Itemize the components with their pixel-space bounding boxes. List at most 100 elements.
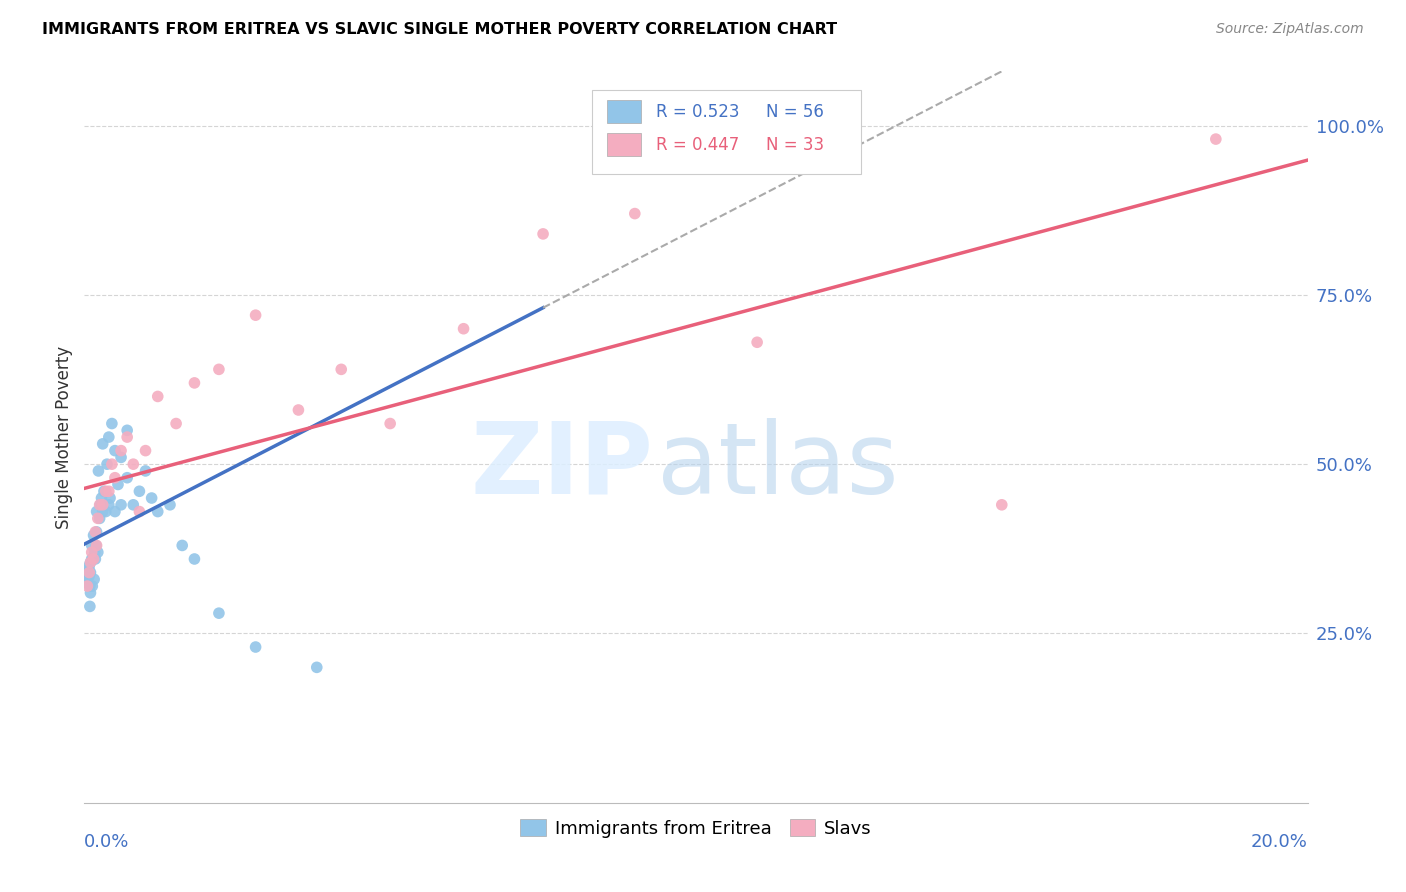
Text: 20.0%: 20.0% [1251,833,1308,851]
Point [83,572,105,586]
Point [84,524,107,539]
Point [146,505,169,519]
Point [79,579,101,593]
FancyBboxPatch shape [606,133,641,156]
Point [79,555,101,569]
Point [91,498,114,512]
Point [86,538,108,552]
Point [208,362,231,376]
Point [115,471,138,485]
Text: N = 56: N = 56 [766,103,824,120]
Text: N = 33: N = 33 [766,136,824,153]
Point [172,538,194,552]
Point [141,491,163,505]
Point [104,505,127,519]
Text: atlas: atlas [657,417,898,515]
Point [110,498,132,512]
Point [453,322,475,336]
Point [94,484,117,499]
Text: 0.0%: 0.0% [84,833,129,851]
Point [747,335,769,350]
Point [97,498,120,512]
Point [79,555,101,569]
Point [87,545,110,559]
Point [330,362,353,376]
Point [208,606,231,620]
Text: IMMIGRANTS FROM ERITREA VS SLAVIC SINGLE MOTHER POVERTY CORRELATION CHART: IMMIGRANTS FROM ERITREA VS SLAVIC SINGLE… [42,22,838,37]
Point [122,498,145,512]
Point [79,599,101,614]
Point [83,528,105,542]
Point [101,417,124,431]
Point [128,484,150,499]
Point [183,376,205,390]
Point [183,552,205,566]
Point [93,484,115,499]
Point [75,575,97,590]
FancyBboxPatch shape [606,100,641,123]
Point [79,586,101,600]
Point [87,464,110,478]
Point [654,139,676,153]
FancyBboxPatch shape [592,90,860,174]
Point [98,491,121,505]
Point [245,640,267,654]
Point [115,423,138,437]
Point [97,430,120,444]
Point [91,505,114,519]
Point [159,498,181,512]
Point [77,566,100,580]
Text: ZIP: ZIP [470,417,654,515]
Point [89,498,111,512]
Point [104,471,127,485]
Point [107,477,129,491]
Point [287,403,309,417]
Point [135,464,157,478]
Point [77,569,100,583]
Point [380,417,402,431]
Point [82,552,104,566]
Point [747,139,769,153]
Text: R = 0.447: R = 0.447 [655,136,740,153]
Point [76,579,98,593]
Point [77,562,100,576]
Point [122,457,145,471]
Point [110,450,132,465]
Point [80,552,103,566]
Point [80,538,103,552]
Point [991,498,1014,512]
Y-axis label: Single Mother Poverty: Single Mother Poverty [55,345,73,529]
Point [86,505,108,519]
Point [1205,132,1227,146]
Point [165,417,187,431]
Point [94,505,117,519]
Point [128,505,150,519]
Point [76,572,98,586]
Point [96,457,118,471]
Point [84,538,107,552]
Point [146,389,169,403]
Point [87,511,110,525]
Point [91,437,114,451]
Point [115,430,138,444]
Point [77,558,100,573]
Point [86,524,108,539]
Text: Source: ZipAtlas.com: Source: ZipAtlas.com [1216,22,1364,37]
Point [89,511,111,525]
Point [624,206,647,220]
Point [79,566,101,580]
Point [77,566,100,580]
Point [97,484,120,499]
Point [104,443,127,458]
Point [101,457,124,471]
Point [531,227,554,241]
Point [80,545,103,559]
Point [110,443,132,458]
Point [245,308,267,322]
Point [83,552,105,566]
Text: R = 0.523: R = 0.523 [655,103,740,120]
Point [135,443,157,458]
Point [90,491,112,505]
Point [82,579,104,593]
Point [305,660,328,674]
